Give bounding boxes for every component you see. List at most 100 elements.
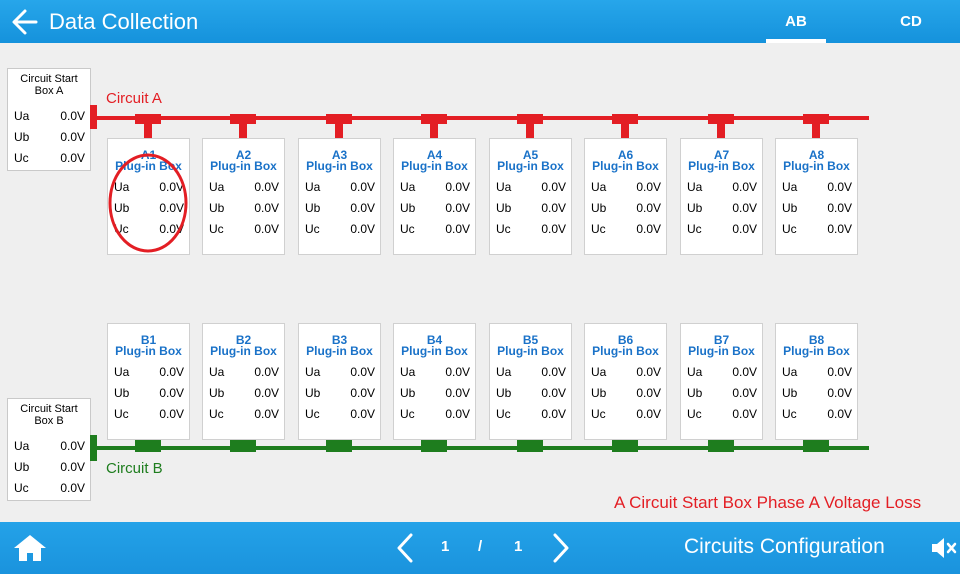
plug-in-box-b8[interactable]: B8 Plug-in Box Ua 0.0V Ub 0.0V Uc 0.0V bbox=[775, 323, 858, 440]
plug-in-box-b3[interactable]: B3 Plug-in Box Ua 0.0V Ub 0.0V Uc 0.0V bbox=[298, 323, 381, 440]
plug-in-box-b5[interactable]: B5 Plug-in Box Ua 0.0V Ub 0.0V Uc 0.0V bbox=[489, 323, 572, 440]
phase-value: 0.0V bbox=[636, 386, 661, 400]
phase-row-ua: Ua 0.0V bbox=[108, 180, 189, 194]
phase-label: Ua bbox=[687, 365, 703, 379]
plug-in-box-b6[interactable]: B6 Plug-in Box Ua 0.0V Ub 0.0V Uc 0.0V bbox=[584, 323, 667, 440]
next-page-button[interactable] bbox=[550, 532, 572, 569]
phase-label: Uc bbox=[114, 407, 129, 421]
phase-row-uc: Uc 0.0V bbox=[585, 222, 666, 236]
phase-value: 0.0V bbox=[254, 365, 279, 379]
phase-label: Uc bbox=[782, 222, 797, 236]
phase-value: 0.0V bbox=[827, 180, 852, 194]
plug-in-box-b2[interactable]: B2 Plug-in Box Ua 0.0V Ub 0.0V Uc 0.0V bbox=[202, 323, 285, 440]
circuit-a-label: Circuit A bbox=[106, 90, 162, 107]
phase-label: Ua bbox=[209, 365, 225, 379]
phase-row-ub: Ub 0.0V bbox=[490, 201, 571, 215]
phase-label: Ub bbox=[209, 386, 225, 400]
box-id: B5 bbox=[522, 333, 539, 347]
phase-row-ub: Ub 0.0V bbox=[8, 460, 90, 474]
phase-row-uc: Uc 0.0V bbox=[490, 222, 571, 236]
phase-value: 0.0V bbox=[636, 180, 661, 194]
phase-label: Uc bbox=[496, 407, 511, 421]
plug-in-box-b4[interactable]: B4 Plug-in Box Ua 0.0V Ub 0.0V Uc 0.0V bbox=[393, 323, 476, 440]
phase-value: 0.0V bbox=[445, 407, 470, 421]
phase-value: 0.0V bbox=[159, 407, 184, 421]
phase-value: 0.0V bbox=[636, 407, 661, 421]
box-name: Plug-in Box bbox=[497, 159, 564, 173]
phase-label: Ua bbox=[114, 365, 130, 379]
phase-label: Uc bbox=[305, 407, 320, 421]
phase-row-ub: Ub 0.0V bbox=[299, 386, 380, 400]
plug-in-box-a6[interactable]: A6 Plug-in Box Ua 0.0V Ub 0.0V Uc 0.0V bbox=[584, 138, 667, 255]
bus-tap-plate-a2 bbox=[230, 114, 256, 124]
bus-tap-plate-b6 bbox=[612, 440, 638, 452]
phase-row-ua: Ua 0.0V bbox=[681, 180, 762, 194]
phase-row-ub: Ub 0.0V bbox=[490, 386, 571, 400]
phase-label: Ua bbox=[496, 180, 512, 194]
page-title: Data Collection bbox=[49, 9, 199, 34]
plug-in-box-a4[interactable]: A4 Plug-in Box Ua 0.0V Ub 0.0V Uc 0.0V bbox=[393, 138, 476, 255]
phase-row-uc: Uc 0.0V bbox=[299, 407, 380, 421]
plug-in-box-a3[interactable]: A3 Plug-in Box Ua 0.0V Ub 0.0V Uc 0.0V bbox=[298, 138, 381, 255]
phase-label: Ub bbox=[305, 386, 321, 400]
sound-toggle-button[interactable] bbox=[929, 534, 957, 567]
phase-value: 0.0V bbox=[159, 180, 184, 194]
phase-row-ua: Ua 0.0V bbox=[776, 180, 857, 194]
phase-label: Ua bbox=[591, 365, 607, 379]
chevron-right-icon bbox=[553, 533, 569, 563]
tab-ab[interactable]: AB bbox=[766, 0, 826, 43]
chevron-left-icon bbox=[397, 533, 413, 563]
back-button[interactable] bbox=[10, 6, 42, 38]
phase-value: 0.0V bbox=[350, 407, 375, 421]
bus-tap-a5 bbox=[526, 116, 534, 138]
circuit-a-bus-line bbox=[90, 116, 869, 120]
phase-label: Ub bbox=[400, 386, 416, 400]
phase-label: Ub bbox=[496, 201, 512, 215]
plug-in-box-a8[interactable]: A8 Plug-in Box Ua 0.0V Ub 0.0V Uc 0.0V bbox=[775, 138, 858, 255]
bus-tap-plate-a1 bbox=[135, 114, 161, 124]
phase-value: 0.0V bbox=[60, 109, 85, 123]
prev-page-button[interactable] bbox=[394, 532, 416, 569]
header-bar: Data Collection AB CD bbox=[0, 0, 960, 43]
home-button[interactable] bbox=[13, 534, 47, 567]
phase-row-ub: Ub 0.0V bbox=[681, 386, 762, 400]
phase-label: Uc bbox=[14, 481, 29, 495]
phase-row-ua: Ua 0.0V bbox=[776, 365, 857, 379]
phase-row-uc: Uc 0.0V bbox=[681, 407, 762, 421]
phase-label: Uc bbox=[400, 222, 415, 236]
box-id: B7 bbox=[713, 333, 730, 347]
bus-tap-a6 bbox=[621, 116, 629, 138]
box-name: Plug-in Box bbox=[401, 159, 468, 173]
tab-cd[interactable]: CD bbox=[900, 13, 922, 30]
phase-value: 0.0V bbox=[60, 439, 85, 453]
phase-row-ua: Ua 0.0V bbox=[8, 439, 90, 453]
phase-label: Uc bbox=[782, 407, 797, 421]
plug-in-box-b1[interactable]: B1 Plug-in Box Ua 0.0V Ub 0.0V Uc 0.0V bbox=[107, 323, 190, 440]
plug-in-box-a2[interactable]: A2 Plug-in Box Ua 0.0V Ub 0.0V Uc 0.0V bbox=[202, 138, 285, 255]
phase-row-ub: Ub 0.0V bbox=[585, 386, 666, 400]
page-separator: / bbox=[478, 538, 483, 555]
plug-in-box-a5[interactable]: A5 Plug-in Box Ua 0.0V Ub 0.0V Uc 0.0V bbox=[489, 138, 572, 255]
box-name: Plug-in Box bbox=[592, 159, 659, 173]
circuit-start-box-a[interactable]: Circuit Start Box A Ua 0.0V Ub 0.0V Uc 0.0V bbox=[7, 68, 91, 171]
plug-in-box-a1[interactable]: A1 Plug-in Box Ua 0.0V Ub 0.0V Uc 0.0V bbox=[107, 138, 190, 255]
bus-tap-plate-a3 bbox=[326, 114, 352, 124]
plug-in-box-a7[interactable]: A7 Plug-in Box Ua 0.0V Ub 0.0V Uc 0.0V bbox=[680, 138, 763, 255]
speaker-mute-icon bbox=[932, 538, 957, 558]
phase-value: 0.0V bbox=[60, 460, 85, 474]
box-name: Plug-in Box bbox=[592, 344, 659, 358]
phase-row-ub: Ub 0.0V bbox=[585, 201, 666, 215]
phase-row-ub: Ub 0.0V bbox=[203, 201, 284, 215]
page-current: 1 bbox=[441, 538, 450, 555]
phase-row-uc: Uc 0.0V bbox=[108, 407, 189, 421]
plug-in-box-b7[interactable]: B7 Plug-in Box Ua 0.0V Ub 0.0V Uc 0.0V bbox=[680, 323, 763, 440]
circuits-configuration-button[interactable]: Circuits Configuration bbox=[684, 535, 885, 558]
box-id: B4 bbox=[426, 333, 443, 347]
circuit-start-box-b[interactable]: Circuit Start Box B Ua 0.0V Ub 0.0V Uc 0.0V bbox=[7, 398, 91, 501]
phase-value: 0.0V bbox=[254, 201, 279, 215]
phase-label: Ub bbox=[305, 201, 321, 215]
phase-label: Ua bbox=[209, 180, 225, 194]
phase-row-ub: Ub 0.0V bbox=[776, 386, 857, 400]
phase-value: 0.0V bbox=[827, 365, 852, 379]
phase-label: Uc bbox=[687, 407, 702, 421]
